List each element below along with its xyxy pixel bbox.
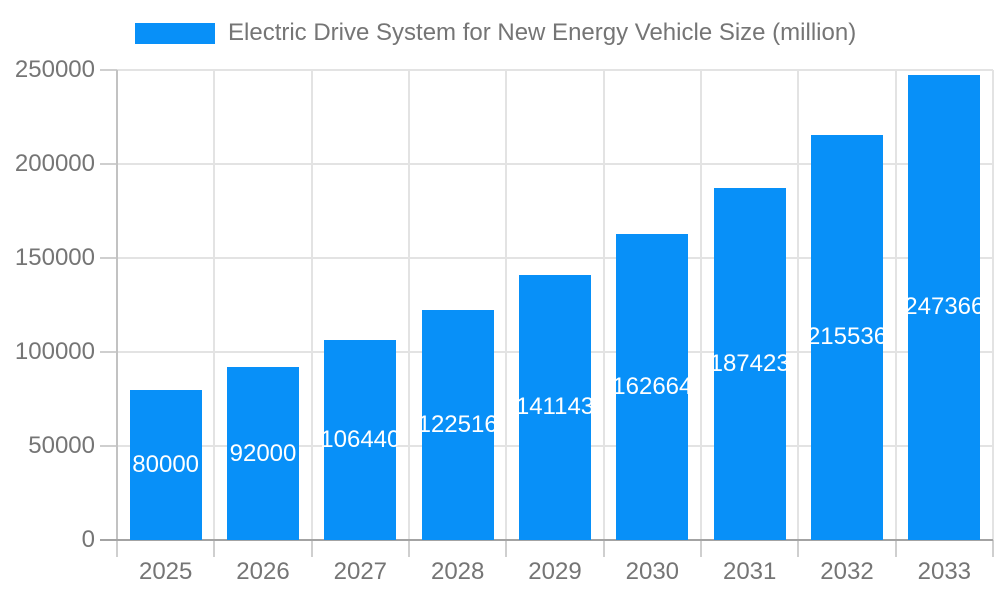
x-axis-line	[100, 539, 993, 541]
x-axis-category-label: 2027	[333, 558, 388, 585]
y-axis-tick-label: 150000	[14, 244, 95, 271]
y-axis-tick-label: 200000	[14, 150, 95, 177]
bar[interactable]	[908, 74, 981, 540]
x-axis-category-label: 2033	[917, 558, 972, 585]
bar-value-label: 215536	[806, 323, 888, 351]
horizontal-gridline	[117, 69, 993, 71]
legend-item[interactable]: Electric Drive System for New Energy Veh…	[135, 19, 856, 47]
bar-value-label: 141143	[515, 393, 595, 421]
y-axis-tick	[100, 69, 117, 71]
y-axis-tick	[100, 257, 117, 259]
x-axis-tick	[310, 540, 313, 557]
vertical-gridline	[310, 70, 313, 540]
x-axis-tick	[116, 540, 118, 557]
x-axis-tick	[213, 540, 216, 557]
vertical-gridline	[505, 70, 508, 540]
y-axis-tick-label: 50000	[28, 432, 95, 459]
bar[interactable]	[324, 339, 397, 540]
y-axis-tick-label: 0	[81, 526, 95, 553]
y-axis-line	[116, 70, 118, 540]
x-axis-category-label: 2026	[236, 558, 290, 585]
legend-swatch-icon	[135, 22, 215, 44]
bar-value-label: 247366	[904, 293, 985, 321]
x-axis-category-label: 2025	[138, 558, 193, 585]
bar[interactable]	[129, 389, 202, 540]
vertical-gridline	[700, 70, 702, 540]
x-axis-tick	[797, 540, 800, 557]
bar-value-label: 122516	[417, 410, 498, 438]
vertical-gridline	[213, 70, 216, 540]
x-axis-category-label: 2032	[820, 558, 874, 585]
bar[interactable]	[713, 187, 786, 540]
x-axis-category-label: 2031	[722, 558, 777, 585]
x-axis-tick	[992, 540, 994, 557]
x-axis-category-label: 2030	[625, 558, 680, 585]
y-axis-tick-label: 100000	[14, 338, 95, 365]
bar-value-label: 162664	[612, 373, 693, 401]
bar-value-label: 187423	[709, 349, 790, 377]
bar[interactable]	[519, 274, 591, 540]
y-axis-tick	[100, 445, 117, 447]
vertical-gridline	[894, 70, 897, 540]
x-axis-tick	[505, 540, 508, 557]
x-axis-tick	[408, 540, 410, 557]
bar-value-label: 106440	[320, 425, 401, 453]
y-axis-tick-label: 250000	[14, 56, 95, 83]
vertical-gridline	[992, 70, 994, 540]
x-axis-category-label: 2029	[528, 558, 582, 585]
bar-value-label: 92000	[229, 439, 297, 467]
bar[interactable]	[421, 309, 494, 540]
legend-label: Electric Drive System for New Energy Veh…	[228, 19, 857, 46]
bar[interactable]	[616, 234, 689, 540]
x-axis-tick	[602, 540, 605, 557]
vertical-gridline	[602, 70, 605, 540]
bar-value-label: 80000	[132, 450, 200, 478]
bar[interactable]	[811, 134, 883, 540]
vertical-gridline	[797, 70, 800, 540]
x-axis-category-label: 2028	[430, 558, 485, 585]
x-axis-tick	[894, 540, 897, 557]
bar[interactable]	[227, 367, 299, 540]
vertical-gridline	[408, 70, 410, 540]
horizontal-gridline	[117, 257, 993, 259]
x-axis-tick	[700, 540, 702, 557]
horizontal-gridline	[117, 163, 993, 165]
y-axis-tick	[100, 163, 117, 165]
y-axis-tick	[100, 351, 117, 353]
